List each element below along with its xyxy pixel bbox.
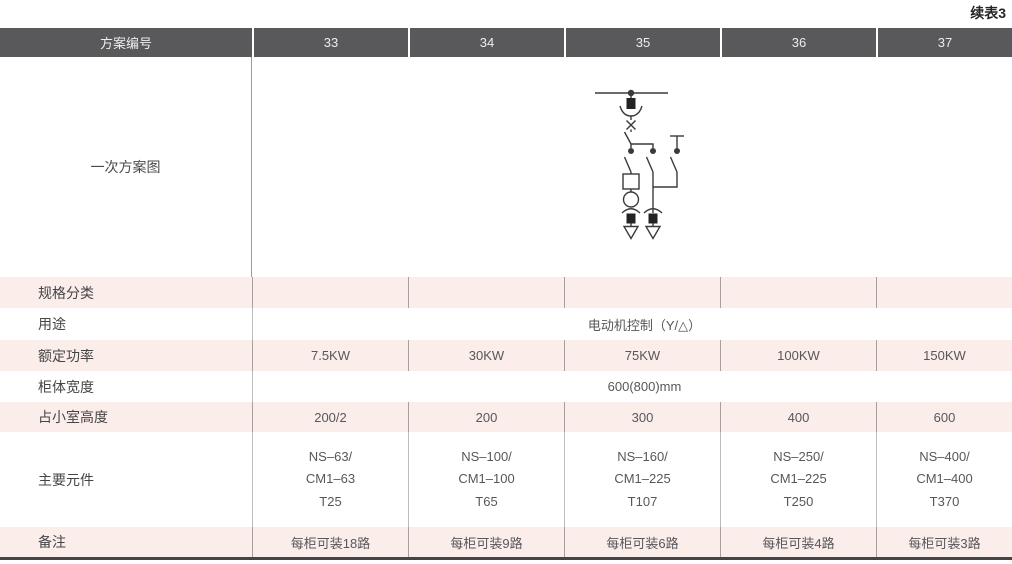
table-row-remarks: 备注 每柜可装18路 每柜可装9路 每柜可装6路 每柜可装4路 每柜可装3路 <box>0 527 1012 557</box>
usage-value: 电动机控制（Y/△） <box>252 308 1012 340</box>
spec-class-35 <box>564 277 720 308</box>
table-header-row: 方案编号 33 34 35 36 37 <box>0 28 1012 57</box>
rated-power-33: 7.5KW <box>252 340 408 371</box>
main-components-34: NS–100/ CM1–100 T65 <box>408 432 564 527</box>
remarks-33: 每柜可装18路 <box>252 527 408 557</box>
compartment-height-34: 200 <box>408 402 564 432</box>
header-scheme-37: 37 <box>876 28 1012 57</box>
main-components-35: NS–160/ CM1–225 T107 <box>564 432 720 527</box>
header-scheme-36: 36 <box>720 28 876 57</box>
header-scheme-33: 33 <box>252 28 408 57</box>
header-scheme-35: 35 <box>564 28 720 57</box>
spec-class-33 <box>252 277 408 308</box>
main-components-37: NS–400/ CM1–400 T370 <box>876 432 1012 527</box>
table-row-primary-scheme: 一次方案图 <box>0 57 1012 277</box>
scheme-table: 方案编号 33 34 35 36 37 一次方案图 <box>0 28 1012 560</box>
table-row-spec-class: 规格分类 <box>0 277 1012 308</box>
spec-class-37 <box>876 277 1012 308</box>
table-row-cabinet-width: 柜体宽度 600(800)mm <box>0 371 1012 402</box>
header-scheme-34: 34 <box>408 28 564 57</box>
spec-class-label: 规格分类 <box>38 284 94 301</box>
compartment-height-35: 300 <box>564 402 720 432</box>
table-continuation-label: 续表3 <box>970 5 1006 21</box>
compartment-height-36: 400 <box>720 402 876 432</box>
cabinet-width-value: 600(800)mm <box>252 371 1012 402</box>
remarks-36: 每柜可装4路 <box>720 527 876 557</box>
main-components-label: 主要元件 <box>38 471 94 488</box>
rated-power-34: 30KW <box>408 340 564 371</box>
remarks-37: 每柜可装3路 <box>876 527 1012 557</box>
spec-class-34 <box>408 277 564 308</box>
spec-class-36 <box>720 277 876 308</box>
main-components-33: NS–63/ CM1–63 T25 <box>252 432 408 527</box>
remarks-label: 备注 <box>38 534 66 550</box>
primary-scheme-label: 一次方案图 <box>0 57 252 277</box>
compartment-height-label: 占小室高度 <box>38 409 108 425</box>
compartment-height-37: 600 <box>876 402 1012 432</box>
table-row-rated-power: 额定功率 7.5KW 30KW 75KW 100KW 150KW <box>0 340 1012 371</box>
main-components-36: NS–250/ CM1–225 T250 <box>720 432 876 527</box>
rated-power-36: 100KW <box>720 340 876 371</box>
table-row-usage: 用途 电动机控制（Y/△） <box>0 308 1012 340</box>
usage-label: 用途 <box>38 316 66 332</box>
rated-power-label: 额定功率 <box>38 347 94 364</box>
table-row-compartment-height: 占小室高度 200/2 200 300 400 600 <box>0 402 1012 432</box>
compartment-height-33: 200/2 <box>252 402 408 432</box>
table-row-main-components: 主要元件 NS–63/ CM1–63 T25 NS–100/ CM1–100 T… <box>0 432 1012 527</box>
one-line-circuit-diagram-icon <box>595 89 684 240</box>
rated-power-37: 150KW <box>876 340 1012 371</box>
remarks-35: 每柜可装6路 <box>564 527 720 557</box>
cabinet-width-label: 柜体宽度 <box>38 378 94 395</box>
rated-power-35: 75KW <box>564 340 720 371</box>
header-scheme-number-label: 方案编号 <box>99 36 152 51</box>
remarks-34: 每柜可装9路 <box>408 527 564 557</box>
